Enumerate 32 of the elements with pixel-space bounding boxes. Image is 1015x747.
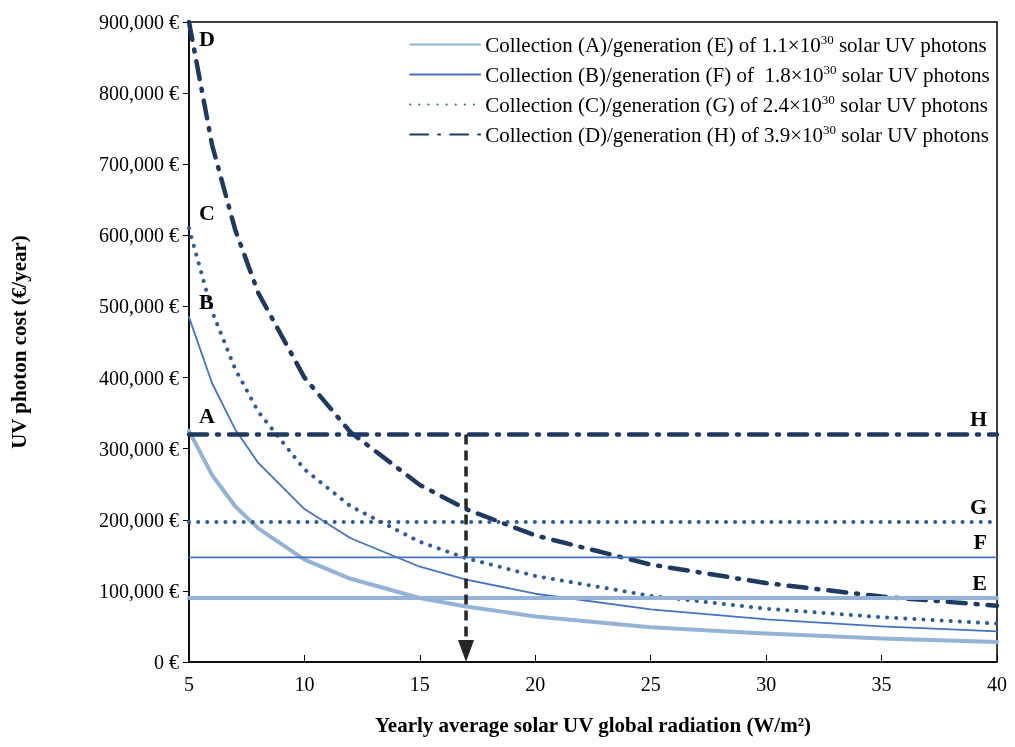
line-series	[187, 428, 999, 645]
annotation: E	[972, 570, 987, 595]
annotation: A	[199, 402, 215, 428]
y-axis-title: UV photon cost (€/year)	[6, 235, 31, 449]
x-tick-label: 35	[871, 673, 892, 695]
line-series	[188, 316, 998, 633]
y-tick-label: 300,000 €	[99, 437, 179, 460]
annotation: C	[199, 200, 215, 226]
x-tick-label: 5	[184, 673, 194, 695]
y-tick-label: 800,000 €	[99, 82, 179, 105]
annotation: B	[199, 289, 214, 315]
x-tick-label: 25	[640, 673, 661, 695]
line-series	[186, 19, 1000, 609]
y-tick-label: 500,000 €	[99, 295, 179, 318]
y-tick-label: 600,000 €	[99, 224, 179, 247]
x-tick-label: 40	[987, 673, 1007, 695]
x-axis-title: Yearly average solar UV global radiation (W/m²)	[375, 712, 811, 737]
annotation: F	[973, 529, 987, 555]
x-tick-label: 30	[756, 673, 777, 695]
y-tick-label: 700,000 €	[99, 153, 179, 176]
annotation: H	[969, 406, 987, 432]
y-tick-label: 400,000 €	[99, 366, 179, 389]
y-tick-label: 900,000 €	[99, 11, 179, 33]
x-tick-label: 20	[525, 673, 546, 695]
x-tick-label: 15	[409, 673, 430, 695]
y-tick-label: 100,000 €	[99, 579, 179, 602]
y-tick-label: 200,000 €	[99, 508, 179, 531]
x-tick-label: 10	[294, 673, 315, 695]
annotation: G	[969, 493, 987, 519]
y-tick-label: 0 €	[154, 651, 179, 673]
line-series	[187, 226, 999, 626]
annotation: D	[199, 26, 215, 51]
